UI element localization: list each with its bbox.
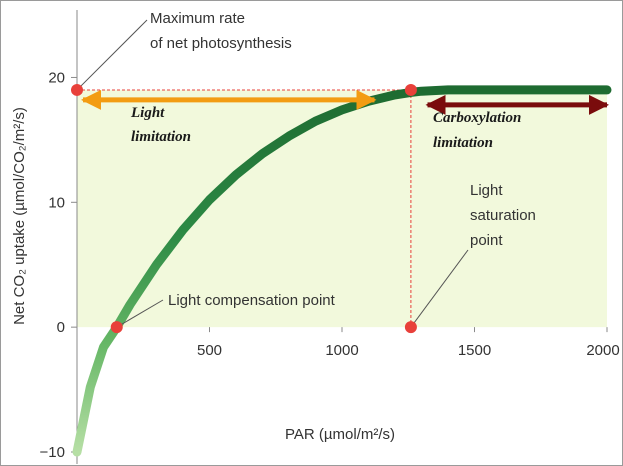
carboxylation-limitation-label-line2: limitation (433, 135, 493, 151)
saturation-leader-line (410, 249, 469, 328)
light-compensation-point-marker (110, 321, 123, 334)
y-ticks-group: −10 0 10 20 (40, 69, 77, 461)
plot-region-fill (77, 89, 607, 328)
x-ticks-group: 500 1000 1500 2000 (197, 327, 620, 359)
y-tick-label: 20 (48, 69, 65, 86)
max-rate-label-line2: of net photosynthesis (150, 35, 292, 52)
compensation-leader-line (116, 299, 164, 328)
x-tick-label: 500 (197, 342, 222, 359)
net-co2-uptake-curve (72, 85, 612, 457)
light-limitation-label-line1: Light (130, 105, 165, 121)
max-rate-point (71, 83, 83, 96)
compensation-label: Light compensation point (168, 292, 336, 309)
y-tick-label: 0 (57, 319, 65, 336)
carboxylation-limitation-label-line1: Carboxylation (433, 110, 521, 126)
saturation-axis-point-marker (404, 321, 417, 334)
saturation-label-line1: Light (470, 182, 503, 199)
light-saturation-point-marker (404, 83, 417, 96)
saturation-label-line3: point (470, 232, 503, 249)
light-limitation-label-line2: limitation (131, 129, 191, 145)
max-rate-leader-line (76, 19, 148, 91)
x-tick-label: 1500 (458, 342, 491, 359)
x-axis-label: PAR (µmol/m²/s) (285, 426, 395, 443)
y-tick-label: −10 (40, 444, 65, 461)
x-tick-label: 1000 (325, 342, 358, 359)
y-axis-label: Net CO₂ uptake (µmol/CO₂/m²/s) (11, 107, 28, 325)
x-tick-label: 2000 (586, 342, 619, 359)
saturation-label-line2: saturation (470, 207, 536, 224)
y-tick-label: 10 (48, 194, 65, 211)
max-rate-label-line1: Maximum rate (150, 10, 245, 27)
